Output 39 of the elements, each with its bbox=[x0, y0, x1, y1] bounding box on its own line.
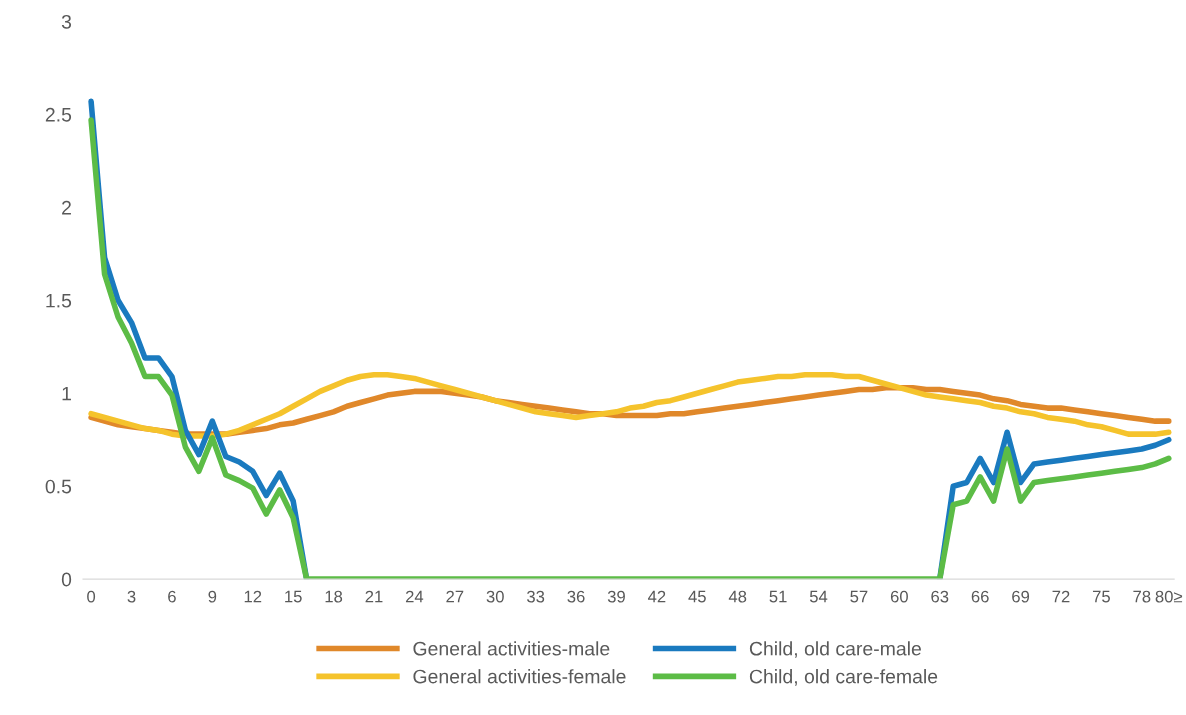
legend-label: Child, old care-female bbox=[749, 669, 938, 686]
x-tick-label: 78 bbox=[1133, 590, 1151, 603]
x-tick-label: 18 bbox=[325, 590, 343, 603]
x-tick-label: 48 bbox=[728, 590, 747, 603]
x-tick-label: 21 bbox=[365, 590, 383, 603]
legend-label: General activities-female bbox=[413, 669, 626, 684]
x-tick-label: 54 bbox=[809, 590, 828, 603]
y-tick-label: 1.5 bbox=[46, 293, 72, 308]
x-tick-label: 63 bbox=[931, 590, 949, 603]
x-tick-label: 60 bbox=[890, 590, 908, 603]
legend-label: Child, old care-male bbox=[749, 641, 921, 658]
x-tick-label: 39 bbox=[607, 590, 625, 603]
y-tick-label: 2.5 bbox=[45, 107, 72, 122]
x-tick-label: 51 bbox=[769, 590, 787, 603]
x-tick-label: 36 bbox=[567, 590, 585, 603]
y-tick-label: 1 bbox=[62, 386, 71, 401]
x-tick-label: 66 bbox=[971, 590, 989, 603]
x-tick-label: 3 bbox=[127, 590, 136, 603]
x-tick-label: 0 bbox=[87, 590, 96, 603]
x-tick-label: 45 bbox=[688, 590, 706, 603]
x-tick-label: 12 bbox=[244, 590, 262, 603]
y-tick-label: 0.5 bbox=[45, 479, 72, 494]
x-tick-label: 6 bbox=[168, 590, 176, 603]
x-tick-label: 30 bbox=[486, 590, 504, 603]
y-tick-label: 3 bbox=[61, 14, 72, 29]
x-tick-label: 24 bbox=[405, 590, 424, 603]
x-tick-label: 33 bbox=[527, 590, 545, 603]
x-tick-label: 15 bbox=[285, 590, 302, 603]
x-tick-label: 72 bbox=[1052, 590, 1070, 603]
y-tick-label: 0 bbox=[61, 572, 72, 587]
y-tick-label: 2 bbox=[62, 200, 71, 215]
x-tick-label: 75 bbox=[1092, 590, 1110, 603]
x-tick-label: 69 bbox=[1012, 590, 1030, 603]
x-tick-label: 42 bbox=[647, 590, 666, 603]
x-tick-label: 57 bbox=[850, 590, 868, 603]
x-tick-label: 80≥ bbox=[1155, 590, 1183, 603]
legend-label: General activities-male bbox=[413, 641, 610, 656]
x-tick-label: 9 bbox=[208, 590, 217, 603]
x-tick-label: 27 bbox=[446, 590, 464, 603]
